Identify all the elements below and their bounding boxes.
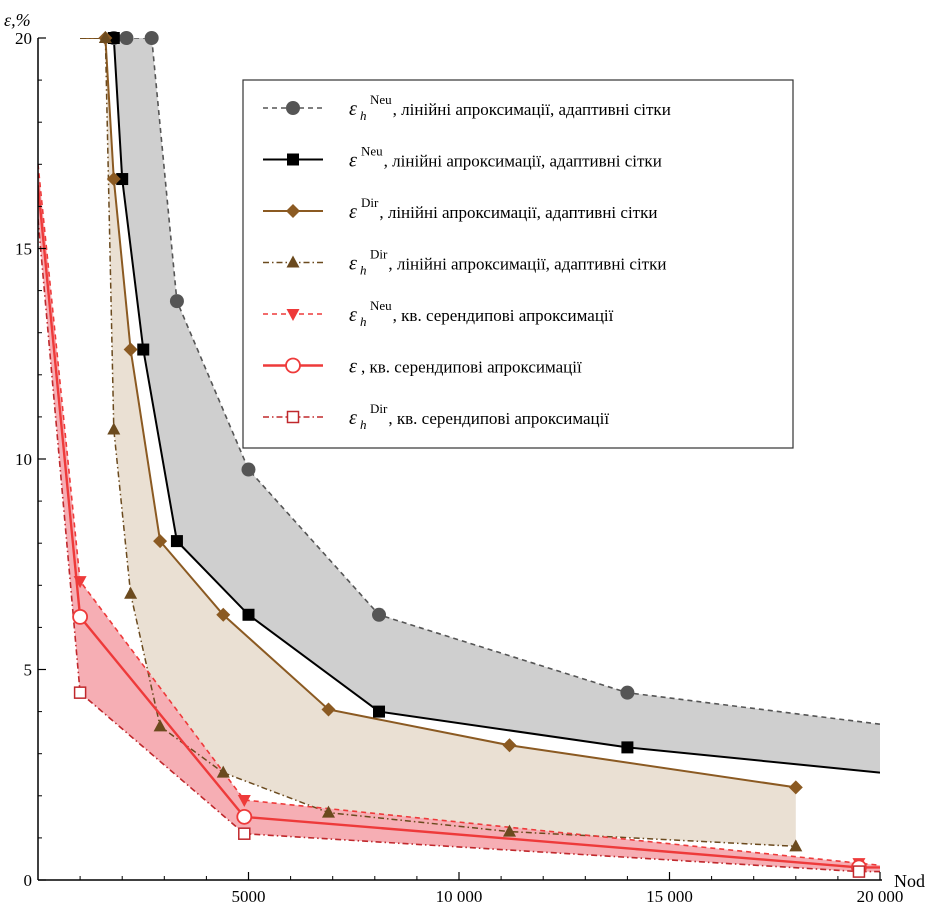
marker-s3-7 (502, 738, 517, 753)
legend-label-s2: , лінійні апроксимації, адаптивні сітки (384, 152, 662, 171)
legend-label-s7: , кв. серендипові апроксимації (388, 409, 609, 428)
axes: 5000 10 000 15 000 20 000 0 5 10 15 20 Nod ε,% (4, 10, 925, 906)
legend-label-s4: , лінійні апроксимації, адаптивні сітки (388, 255, 666, 274)
marker-s7-3 (852, 865, 866, 878)
legend-symbol: ε (349, 201, 357, 223)
marker-s5-1 (73, 576, 87, 589)
marker-s7-1 (73, 686, 87, 699)
y-tick-label: 5 (24, 661, 33, 680)
marker-s2-1 (107, 32, 120, 44)
y-tick-label: 20 (15, 29, 32, 48)
marker-s2-6 (373, 705, 386, 718)
marker-s2-2 (116, 173, 129, 186)
gray-band (80, 38, 880, 773)
marker-s4-8 (789, 839, 803, 852)
legend-label-s1: , лінійні апроксимації, адаптивні сітки (393, 100, 671, 119)
marker-s3-8 (788, 780, 803, 795)
legend-symbol: ε (349, 253, 357, 275)
legend-superscript: Dir (370, 401, 388, 416)
y-tick-label: 15 (15, 240, 32, 259)
marker-s3-3 (123, 342, 138, 357)
legend-marker-s3 (286, 204, 300, 218)
y-tick-label: 0 (24, 871, 33, 890)
legend-symbol: ε (349, 98, 357, 120)
legend-symbol: ε (349, 304, 357, 326)
marker-s6-1 (72, 608, 88, 625)
marker-s1-3 (144, 31, 159, 45)
legend-subscript: h (360, 417, 367, 432)
marker-s4-4 (153, 719, 167, 732)
marker-s6-2 (236, 808, 253, 825)
legend-label-s3: , лінійні апроксимації, адаптивні сітки (379, 203, 657, 222)
legend-marker-s7 (286, 410, 300, 424)
marker-s1-2 (119, 31, 134, 45)
error-bands (38, 38, 880, 872)
legend-marker-s4 (286, 255, 300, 268)
legend-symbol: ε (349, 356, 357, 378)
x-axis-title: Nod (894, 871, 925, 891)
marker-s2-5 (242, 608, 255, 621)
marker-s4-3 (124, 586, 138, 599)
marker-s3-2 (106, 172, 121, 187)
marker-s4-7 (503, 824, 517, 837)
marker-s3-5 (216, 607, 231, 622)
x-tick-label: 5000 (232, 887, 266, 906)
marker-s7-2 (238, 827, 251, 840)
legend-symbol: ε (349, 407, 357, 429)
legend-subscript: h (360, 263, 367, 278)
series-markers (72, 31, 867, 878)
legend-marker-s2 (287, 153, 299, 166)
legend-symbol: ε (349, 150, 357, 172)
legend-superscript: Neu (370, 298, 392, 313)
legend-marker-s5 (286, 309, 300, 321)
x-tick-label: 20 000 (857, 887, 904, 906)
marker-s1-4 (169, 294, 184, 309)
marker-s1-5 (241, 462, 256, 477)
legend-superscript: Dir (361, 195, 379, 210)
marker-s1-7 (620, 685, 635, 700)
y-tick-label: 10 (15, 450, 32, 469)
legend-label-s6: , кв. серендипові апроксимації (361, 358, 582, 377)
legend-subscript: h (360, 108, 367, 123)
marker-s2-7 (621, 741, 634, 754)
marker-s2-4 (170, 535, 183, 548)
marker-s4-6 (321, 805, 335, 818)
x-tick-label: 15 000 (646, 887, 693, 906)
legend-marker-s6 (285, 357, 301, 374)
x-tick-label: 10 000 (436, 887, 483, 906)
marker-s5-2 (237, 795, 251, 808)
marker-s3-4 (153, 534, 168, 549)
marker-s4-5 (216, 765, 230, 778)
marker-s1-6 (372, 607, 387, 622)
legend-box (242, 79, 794, 449)
y-axis-title: ε,% (4, 10, 31, 30)
marker-s2-3 (137, 343, 150, 356)
legend-label-s5: , кв. серендипові апроксимації (393, 306, 614, 325)
legend-subscript: h (360, 314, 367, 329)
legend-superscript: Neu (361, 144, 383, 159)
marker-s3-6 (321, 702, 336, 717)
legend-marker-s1 (286, 101, 300, 115)
legend-superscript: Neu (370, 92, 392, 107)
marker-s4-2 (107, 422, 121, 435)
legend-superscript: Dir (370, 247, 388, 262)
marker-s4-1 (98, 31, 112, 43)
